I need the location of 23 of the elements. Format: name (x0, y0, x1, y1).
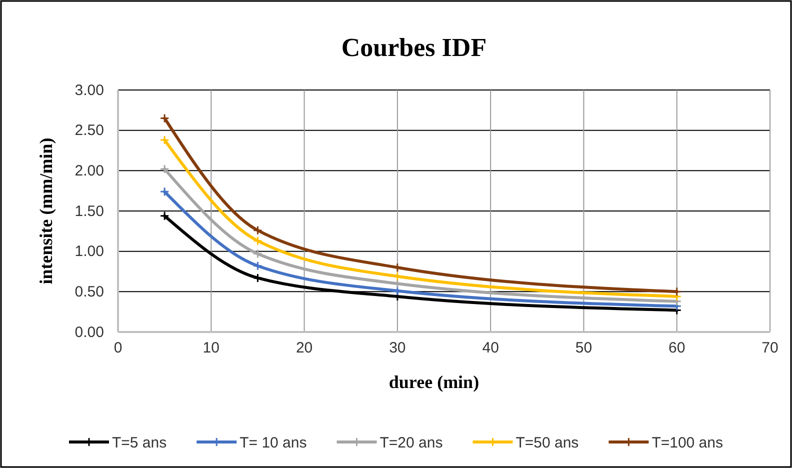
legend-label: T= 10 ans (240, 434, 307, 452)
x-tick-label: 10 (202, 340, 220, 357)
x-tick-label: 40 (482, 340, 499, 357)
y-tick-label: 3.00 (74, 82, 104, 99)
legend-label: T=50 ans (516, 434, 579, 452)
x-tick-label: 50 (575, 340, 592, 357)
chart-title: Courbes IDF (341, 33, 487, 62)
legend-label: T=100 ans (652, 434, 724, 452)
x-tick-label: 20 (296, 340, 313, 357)
x-tick-label: 30 (389, 340, 406, 357)
y-tick-label: 0.50 (74, 283, 104, 300)
y-tick-label: 1.00 (74, 243, 104, 260)
legend-label: T=5 ans (112, 434, 167, 452)
y-tick-label: 1.50 (74, 202, 104, 220)
y-axis-title: intensite (mm/min) (36, 138, 56, 284)
y-tick-label: 2.50 (74, 122, 104, 140)
x-axis-title: duree (min) (388, 372, 480, 392)
legend-label: T=20 ans (380, 434, 443, 452)
y-tick-label: 0.00 (74, 324, 104, 341)
y-tick-label: 2.00 (74, 162, 104, 180)
x-tick-label: 0 (114, 340, 122, 357)
x-tick-label: 70 (762, 340, 778, 357)
x-tick-label: 60 (668, 340, 686, 357)
